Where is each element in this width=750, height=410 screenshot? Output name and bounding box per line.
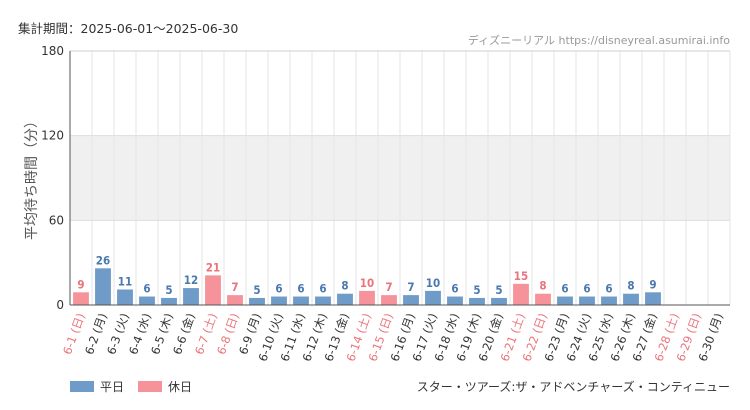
bar bbox=[645, 292, 661, 305]
bar bbox=[139, 296, 155, 305]
bar-value-label: 10 bbox=[426, 276, 440, 290]
legend-item-weekday[interactable]: 平日 bbox=[70, 378, 124, 395]
bar-value-label: 10 bbox=[360, 276, 374, 290]
grid-layer bbox=[69, 50, 731, 305]
bar-value-label: 6 bbox=[297, 282, 304, 296]
bar bbox=[95, 268, 111, 305]
bar-value-label: 6 bbox=[143, 282, 150, 296]
bar-value-label: 5 bbox=[495, 283, 502, 297]
y-tick-label: 180 bbox=[41, 44, 64, 58]
bar-value-label: 12 bbox=[184, 273, 198, 287]
bar bbox=[359, 290, 375, 305]
y-tick-labels-layer: 0 60 120 180 bbox=[41, 44, 64, 312]
period-label: 集計期間：2025-06-01～2025-06-30 bbox=[18, 21, 239, 36]
bar bbox=[205, 275, 221, 305]
y-tick-label: 0 bbox=[56, 298, 64, 312]
bar-value-label: 15 bbox=[514, 269, 528, 283]
value-labels-layer: 9 26 11 6 5 12 21 7 5 6 6 6 8 10 7 7 10 6 5 5 15 8 6 6 6 8 9 bbox=[77, 253, 656, 297]
bar-value-label: 11 bbox=[118, 274, 132, 288]
bar bbox=[403, 295, 419, 305]
y-tick-label: 120 bbox=[41, 129, 64, 143]
x-tick-labels-layer: 6-1 (日)6-2 (月)6-3 (火)6-4 (水)6-5 (木)6-6 (… bbox=[60, 311, 726, 363]
bar bbox=[557, 296, 573, 305]
bar bbox=[315, 296, 331, 305]
bar-value-label: 9 bbox=[77, 277, 84, 291]
bar bbox=[535, 293, 551, 305]
bar bbox=[249, 297, 265, 305]
bar-value-label: 5 bbox=[473, 283, 480, 297]
bar-value-label: 6 bbox=[319, 282, 326, 296]
legend-swatch-weekday bbox=[70, 381, 94, 392]
bar-value-label: 7 bbox=[407, 280, 414, 294]
y-tick-label: 60 bbox=[49, 213, 64, 227]
bar-value-label: 26 bbox=[96, 253, 110, 267]
source-credit[interactable]: ディズニーリアル https://disneyreal.asumirai.inf… bbox=[468, 32, 730, 48]
bar bbox=[337, 293, 353, 305]
bar-value-label: 7 bbox=[385, 280, 392, 294]
bar bbox=[601, 296, 617, 305]
bar-value-label: 6 bbox=[561, 282, 568, 296]
bar-value-label: 8 bbox=[539, 279, 546, 293]
bar bbox=[447, 296, 463, 305]
bar bbox=[381, 295, 397, 305]
bar-value-label: 6 bbox=[451, 282, 458, 296]
legend-label-holiday: 休日 bbox=[168, 380, 193, 394]
source-url[interactable]: https://disneyreal.asumirai.info bbox=[558, 34, 730, 47]
bar bbox=[579, 296, 595, 305]
bar bbox=[271, 296, 287, 305]
axes-layer bbox=[69, 51, 730, 306]
bar bbox=[73, 292, 89, 305]
bar bbox=[623, 293, 639, 305]
bar-value-label: 9 bbox=[649, 277, 656, 291]
bar-value-label: 8 bbox=[341, 279, 348, 293]
bar-value-label: 21 bbox=[206, 260, 220, 274]
bar bbox=[161, 297, 177, 305]
bar-value-label: 8 bbox=[627, 279, 634, 293]
legend-label-weekday: 平日 bbox=[100, 380, 125, 394]
bars-layer bbox=[73, 268, 661, 305]
attraction-name: スター・ツアーズ:ザ・アドベンチャーズ・コンティニュー bbox=[416, 380, 730, 394]
bar-value-label: 5 bbox=[253, 283, 260, 297]
bar bbox=[491, 297, 507, 305]
bar bbox=[425, 290, 441, 305]
y-axis-label: 平均待ち時間（分） bbox=[24, 114, 40, 240]
legend: 平日 休日 bbox=[70, 378, 206, 395]
bar-value-label: 6 bbox=[275, 282, 282, 296]
bar bbox=[117, 289, 133, 305]
bar-value-label: 7 bbox=[231, 280, 238, 294]
legend-item-holiday[interactable]: 休日 bbox=[138, 378, 192, 395]
bar bbox=[469, 297, 485, 305]
legend-swatch-holiday bbox=[138, 381, 163, 392]
bar bbox=[227, 295, 243, 305]
bar bbox=[183, 288, 199, 305]
bar-value-label: 6 bbox=[605, 282, 612, 296]
bar bbox=[513, 283, 529, 305]
source-site-name: ディズニーリアル bbox=[467, 34, 556, 47]
bar-value-label: 6 bbox=[583, 282, 590, 296]
bar bbox=[293, 296, 309, 305]
bar-value-label: 5 bbox=[165, 283, 172, 297]
